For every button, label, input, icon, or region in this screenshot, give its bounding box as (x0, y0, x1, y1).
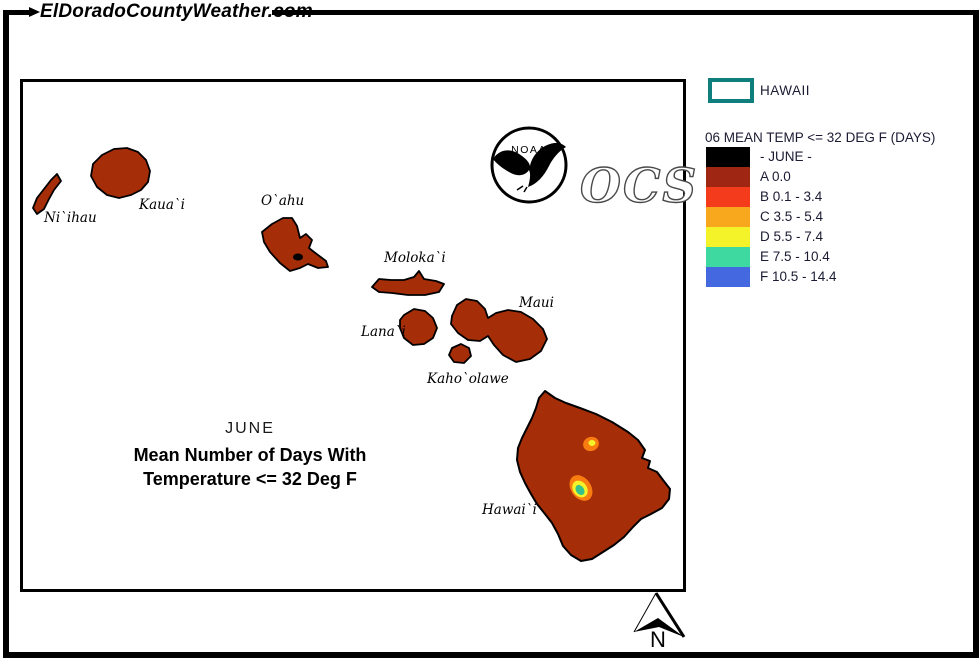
legend-region-box (708, 78, 754, 103)
map-title-line1: Mean Number of Days With (133, 445, 367, 465)
legend-label-f: F 10.5 - 14.4 (760, 269, 837, 284)
island-label-molokai: Moloka`i (384, 250, 446, 266)
legend-label-june: - JUNE - (760, 149, 812, 164)
legend-label-c: C 3.5 - 5.4 (760, 209, 824, 224)
page-border-left (3, 10, 9, 658)
map-title-block: JUNE Mean Number of Days With Temperatur… (115, 420, 385, 491)
map-title-line2: Temperature <= 32 Deg F (143, 469, 357, 489)
page-border-top-left (3, 10, 30, 15)
legend-swatch-june (706, 147, 750, 167)
legend-swatch-column (706, 147, 750, 287)
legend-label-d: D 5.5 - 7.4 (760, 229, 824, 244)
legend-region-label: HAWAII (760, 83, 810, 98)
legend-label-e: E 7.5 - 10.4 (760, 249, 830, 264)
legend-swatch-c (706, 207, 750, 227)
island-label-oahu: O`ahu (261, 193, 305, 209)
legend-label-a: A 0.0 (760, 169, 791, 184)
legend-title: 06 MEAN TEMP <= 32 DEG F (DAYS) (705, 130, 936, 145)
page-border-bottom (3, 652, 979, 658)
island-label-maui: Maui (519, 295, 554, 311)
island-label-lanai: Lana`i (361, 324, 406, 340)
legend-swatch-d (706, 227, 750, 247)
island-label-kauai: Kaua`i (139, 197, 185, 213)
legend-swatch-f (706, 267, 750, 287)
legend-swatch-e (706, 247, 750, 267)
map-frame (20, 79, 686, 592)
legend-swatch-b (706, 187, 750, 207)
site-title: ElDoradoCountyWeather.com (40, 1, 313, 22)
map-title-month: JUNE (225, 420, 275, 437)
legend-label-column: - JUNE - A 0.0 B 0.1 - 3.4 C 3.5 - 5.4 D… (760, 147, 837, 287)
header-arrow-icon (29, 7, 40, 17)
legend-region-swatch (708, 78, 754, 103)
legend-label-b: B 0.1 - 3.4 (760, 189, 823, 204)
legend-swatch-a (706, 167, 750, 187)
island-label-kahoolawe: Kaho`olawe (427, 371, 509, 387)
island-label-hawaii: Hawai`i (482, 502, 537, 518)
north-arrow-label: N (650, 627, 666, 652)
page-border-right (973, 10, 979, 658)
island-label-niihau: Ni`ihau (44, 210, 97, 226)
page-border-top-right (272, 10, 976, 15)
